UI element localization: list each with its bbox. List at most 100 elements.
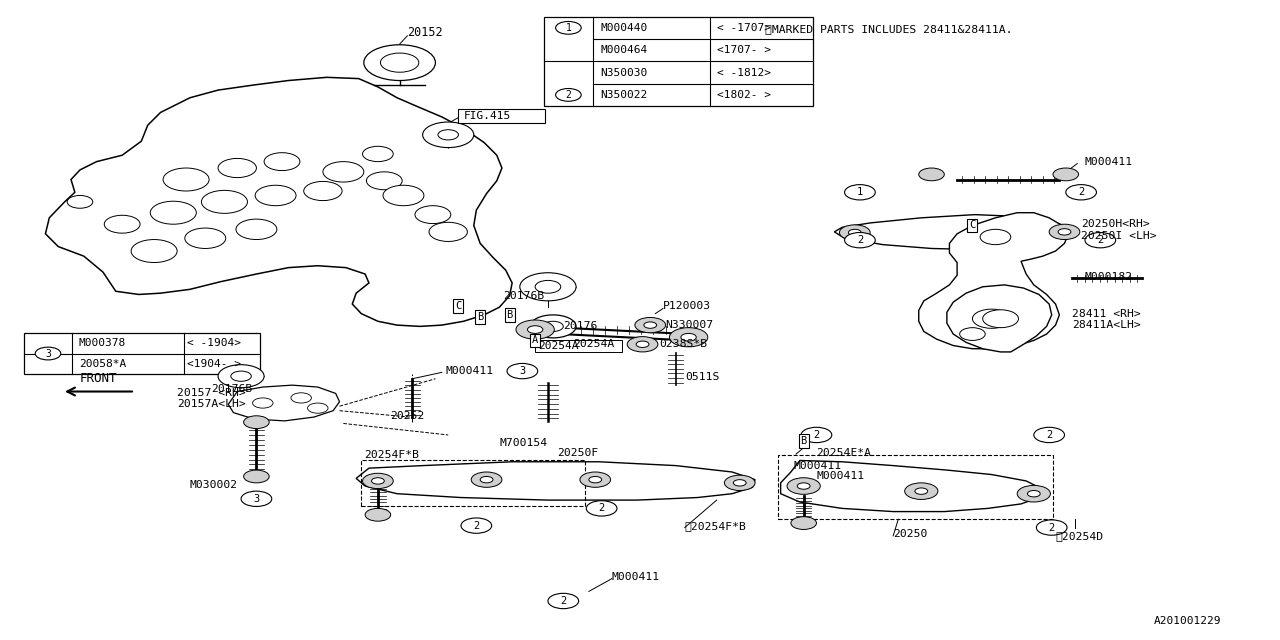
Text: ※20254D: ※20254D	[1056, 531, 1103, 541]
Circle shape	[243, 416, 269, 429]
Circle shape	[915, 488, 928, 494]
Circle shape	[1050, 224, 1080, 239]
Bar	[544, 17, 813, 106]
Circle shape	[960, 328, 986, 340]
Text: 20176B: 20176B	[211, 384, 253, 394]
Text: 2: 2	[1097, 235, 1103, 245]
Circle shape	[243, 470, 269, 483]
Text: < -1707>: < -1707>	[717, 23, 771, 33]
Text: 2: 2	[474, 520, 480, 531]
Circle shape	[801, 428, 832, 443]
Text: B: B	[477, 312, 484, 322]
Bar	[778, 456, 1053, 519]
Text: 3: 3	[520, 366, 526, 376]
Circle shape	[252, 398, 273, 408]
Circle shape	[236, 219, 276, 239]
Circle shape	[323, 162, 364, 182]
Text: 28411 <RH>: 28411 <RH>	[1073, 308, 1140, 319]
Circle shape	[131, 239, 177, 262]
Text: 2: 2	[856, 235, 863, 245]
Circle shape	[516, 320, 554, 339]
Text: <1802- >: <1802- >	[717, 90, 771, 100]
Circle shape	[983, 310, 1019, 328]
Circle shape	[1053, 168, 1079, 180]
Text: ※20254F*B: ※20254F*B	[685, 520, 746, 531]
Text: P120003: P120003	[663, 301, 712, 311]
Circle shape	[366, 172, 402, 189]
Text: N330007: N330007	[666, 320, 714, 330]
Text: ※MARKED PARTS INCLUDES 28411&28411A.: ※MARKED PARTS INCLUDES 28411&28411A.	[765, 24, 1012, 35]
Circle shape	[548, 593, 579, 609]
Text: 20152: 20152	[407, 26, 443, 39]
Circle shape	[1037, 520, 1068, 535]
Text: 3: 3	[253, 494, 260, 504]
Text: 28411A<LH>: 28411A<LH>	[1073, 320, 1140, 330]
Circle shape	[733, 479, 746, 486]
Circle shape	[973, 309, 1011, 328]
Text: 20252: 20252	[390, 411, 425, 420]
Circle shape	[184, 228, 225, 248]
Text: 2: 2	[1046, 430, 1052, 440]
Circle shape	[371, 477, 384, 484]
Text: 2: 2	[561, 596, 567, 606]
Text: M030002: M030002	[189, 480, 238, 490]
Text: N350022: N350022	[600, 90, 648, 100]
Circle shape	[535, 280, 561, 293]
Text: 20058*A: 20058*A	[78, 359, 125, 369]
Polygon shape	[919, 212, 1069, 349]
Circle shape	[362, 473, 393, 488]
Circle shape	[797, 483, 810, 489]
Circle shape	[905, 483, 938, 499]
Circle shape	[845, 232, 876, 248]
Circle shape	[230, 371, 251, 381]
Polygon shape	[781, 461, 1043, 511]
Circle shape	[1059, 228, 1071, 235]
Circle shape	[1066, 184, 1097, 200]
Circle shape	[36, 347, 60, 360]
Circle shape	[241, 491, 271, 506]
Circle shape	[201, 190, 247, 213]
Circle shape	[787, 477, 820, 494]
Circle shape	[150, 201, 196, 224]
Circle shape	[422, 122, 474, 148]
Text: 0511S: 0511S	[685, 372, 719, 383]
Text: N350030: N350030	[600, 68, 648, 77]
Text: 2: 2	[813, 430, 819, 440]
Circle shape	[556, 22, 581, 34]
Text: C: C	[456, 301, 462, 311]
Text: A201001229: A201001229	[1155, 616, 1222, 627]
Text: 20254F*B: 20254F*B	[364, 451, 419, 460]
Text: M000440: M000440	[600, 23, 648, 33]
Circle shape	[461, 518, 492, 533]
Circle shape	[104, 215, 140, 233]
Text: M000411: M000411	[1085, 157, 1133, 166]
Circle shape	[635, 317, 666, 333]
Text: M000378: M000378	[78, 338, 125, 348]
Text: 20250H<RH>: 20250H<RH>	[1082, 220, 1149, 229]
Text: FRONT: FRONT	[79, 372, 118, 385]
Circle shape	[724, 475, 755, 490]
Circle shape	[255, 185, 296, 205]
Text: 2: 2	[1078, 188, 1084, 197]
Circle shape	[1085, 232, 1116, 248]
Circle shape	[840, 225, 870, 240]
Circle shape	[364, 45, 435, 81]
Text: A: A	[532, 335, 539, 346]
Circle shape	[520, 273, 576, 301]
Text: M000411: M000411	[817, 472, 864, 481]
Polygon shape	[835, 214, 1073, 250]
Circle shape	[589, 476, 602, 483]
Circle shape	[264, 153, 300, 171]
Circle shape	[303, 181, 342, 200]
Text: C: C	[969, 221, 975, 230]
Circle shape	[681, 333, 696, 341]
Circle shape	[1018, 485, 1051, 502]
Circle shape	[849, 229, 861, 236]
Circle shape	[980, 229, 1011, 244]
Text: 0238S*B: 0238S*B	[659, 339, 708, 349]
Text: M700154: M700154	[499, 438, 548, 447]
Circle shape	[1028, 490, 1041, 497]
Text: <1707- >: <1707- >	[717, 45, 771, 55]
Text: 2: 2	[1048, 522, 1055, 532]
Circle shape	[307, 403, 328, 413]
